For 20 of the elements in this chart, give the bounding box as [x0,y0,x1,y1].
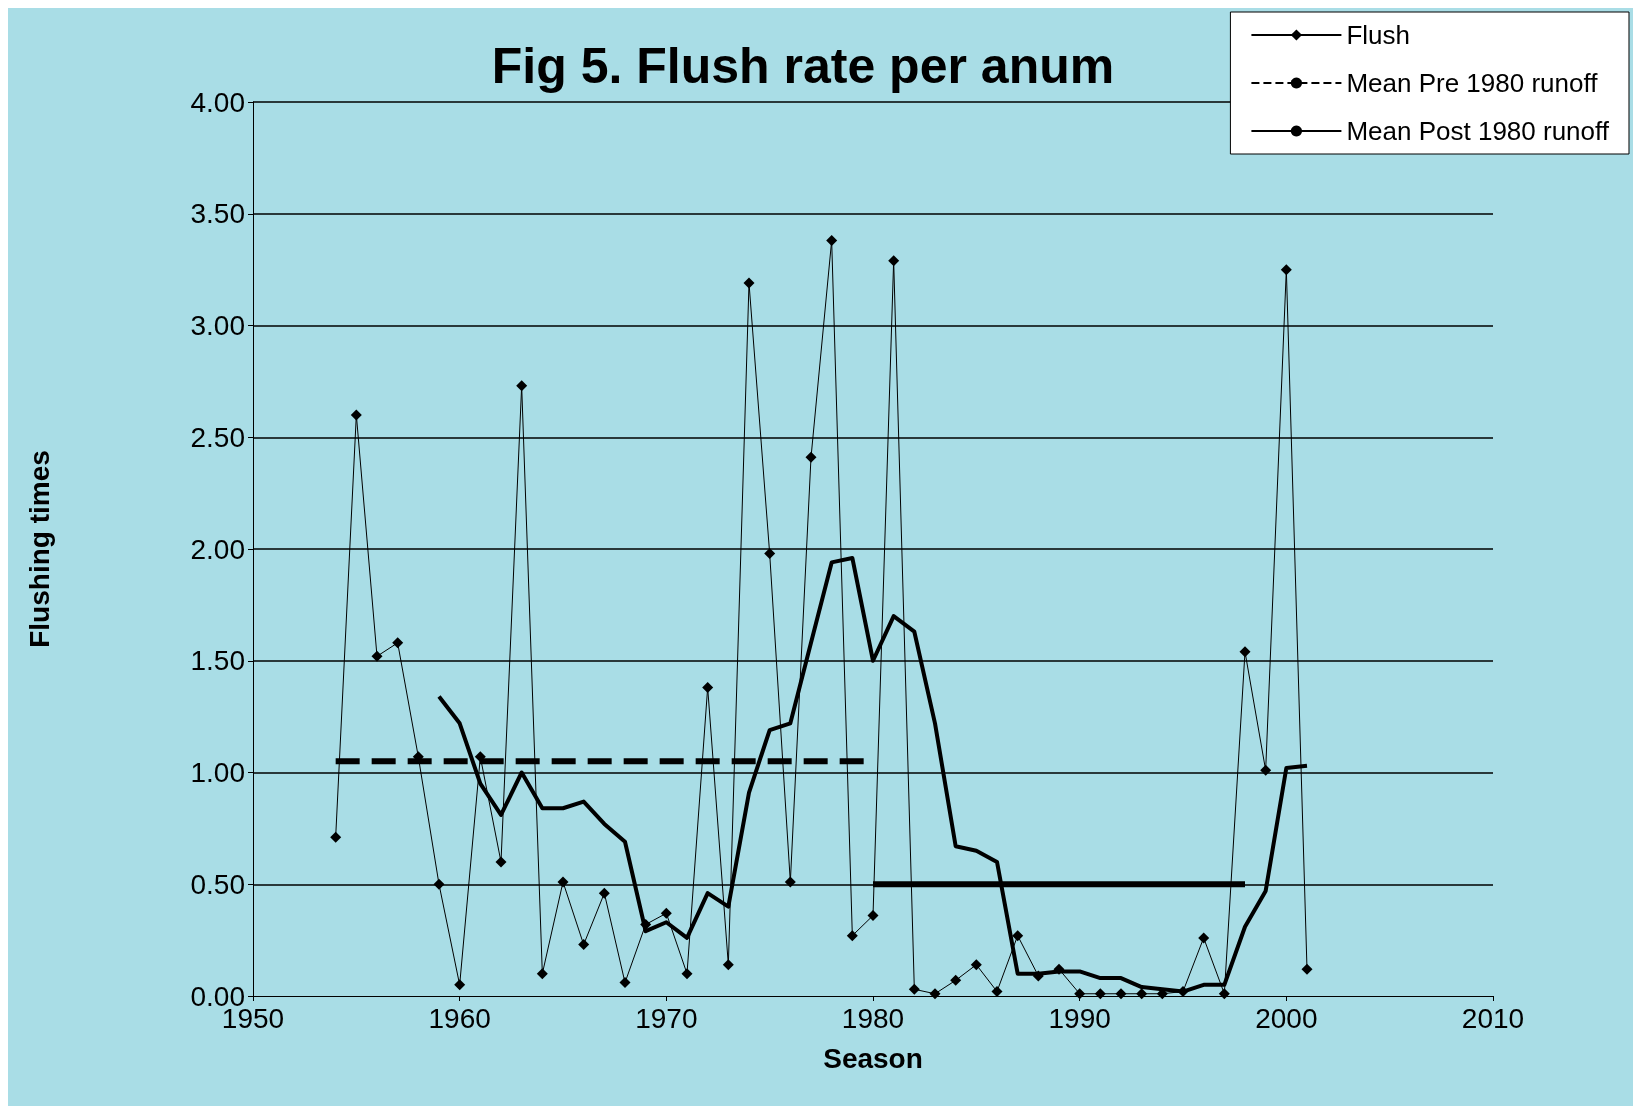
y-tick-label: 3.50 [190,198,245,230]
y-tick-label: 2.00 [190,533,245,565]
y-tick-label: 3.00 [190,310,245,341]
legend-label: Mean Post 1980 runoff [1346,116,1610,146]
x-tick-label: 1990 [1048,1002,1111,1034]
y-tick-label: 4.00 [190,86,245,118]
y-tick-label: 1.00 [190,757,245,788]
x-tick-label: 2010 [1461,1002,1525,1034]
x-tick-label: 1960 [428,1002,491,1034]
y-tick-label: 1.50 [190,645,245,677]
x-axis-title: Season [823,1042,923,1074]
chart-title: Fig 5. Flush rate per anum [491,38,1115,94]
legend-label: Mean Pre 1980 runoff [1346,68,1599,98]
y-axis-title: Flushing times [23,450,55,648]
y-tick-label: 0.50 [190,868,245,900]
legend-label: Flush [1346,20,1410,50]
y-tick-label: 2.50 [190,421,245,453]
x-tick-label: 1980 [841,1002,905,1034]
x-tick-label: 2000 [1255,1002,1318,1034]
x-tick-label: 1970 [635,1002,698,1034]
